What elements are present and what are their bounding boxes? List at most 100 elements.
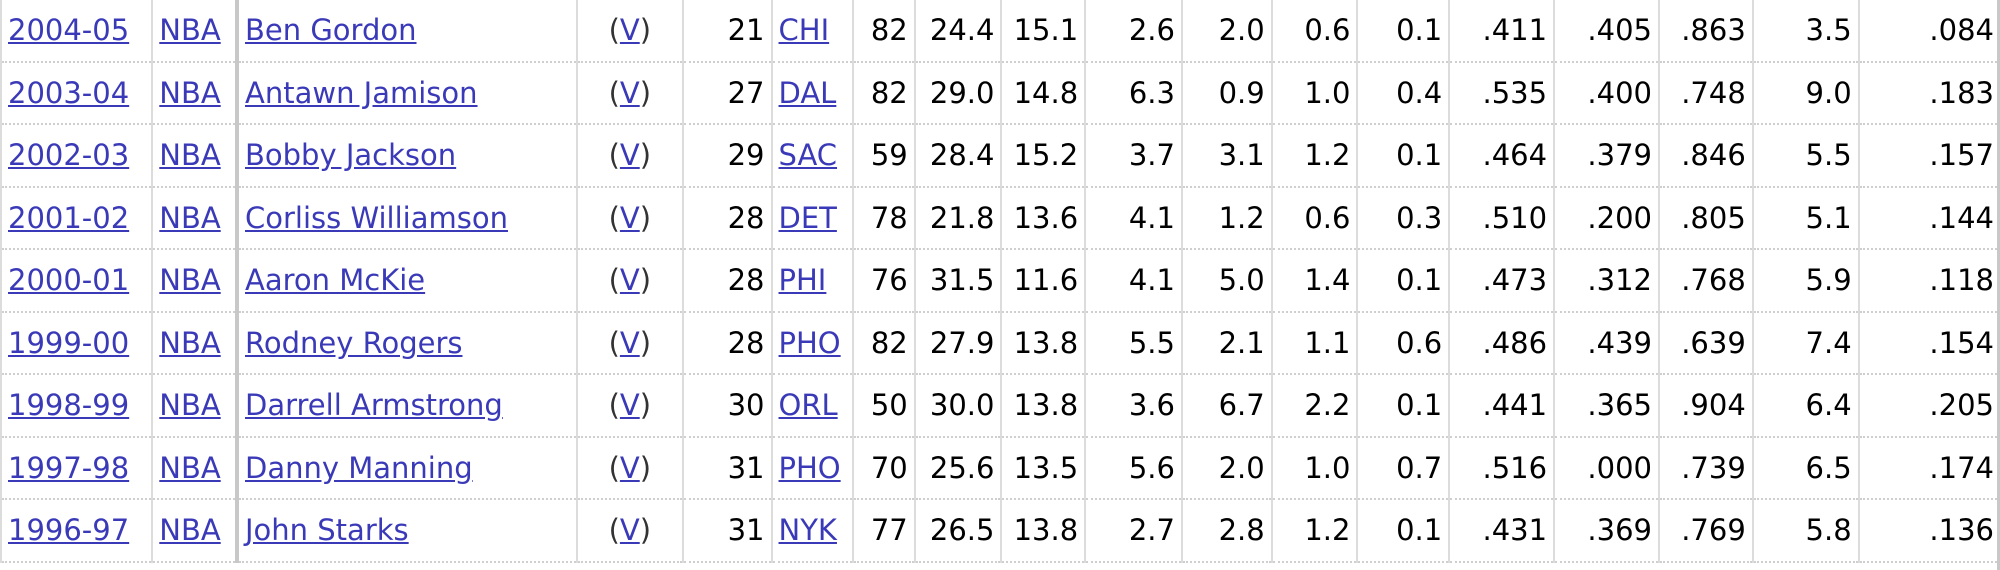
league-link[interactable]: NBA: [159, 138, 221, 173]
season-cell[interactable]: 1997-98: [0, 435, 153, 500]
player-link[interactable]: Aaron McKie: [245, 263, 426, 298]
voting-link[interactable]: V: [619, 263, 640, 298]
paren-open: (: [608, 388, 620, 423]
voting-link[interactable]: V: [619, 13, 640, 48]
season-cell[interactable]: 2003-04: [0, 60, 153, 125]
v-cell[interactable]: (V): [575, 0, 683, 63]
team-link[interactable]: PHO: [778, 450, 841, 485]
league-cell[interactable]: NBA: [151, 498, 237, 563]
voting-link[interactable]: V: [619, 138, 640, 173]
league-cell[interactable]: NBA: [151, 123, 237, 188]
player-link[interactable]: Danny Manning: [245, 450, 473, 485]
season-link[interactable]: 1998-99: [8, 388, 130, 423]
team-link[interactable]: CHI: [778, 13, 830, 48]
v-cell[interactable]: (V): [575, 60, 683, 125]
ft-cell: .904: [1657, 373, 1753, 438]
player-cell[interactable]: Aaron McKie: [235, 248, 577, 313]
paren-open: (: [608, 138, 620, 173]
player-link[interactable]: Rodney Rogers: [245, 325, 463, 360]
v-cell[interactable]: (V): [575, 373, 683, 438]
season-cell[interactable]: 1996-97: [0, 498, 153, 563]
table-row: 1996-97 NBA John Starks (V) 31 NYK 77 26.5 13.8 2…: [0, 498, 2000, 563]
team-cell[interactable]: DAL: [770, 60, 854, 125]
season-cell[interactable]: 1998-99: [0, 373, 153, 438]
v-cell[interactable]: (V): [575, 435, 683, 500]
paren-close: ): [639, 200, 652, 235]
season-cell[interactable]: 2002-03: [0, 123, 153, 188]
voting-link[interactable]: V: [619, 200, 640, 235]
team-cell[interactable]: SAC: [770, 123, 854, 188]
league-link[interactable]: NBA: [159, 388, 221, 423]
team-cell[interactable]: ORL: [770, 373, 854, 438]
team-cell[interactable]: PHO: [770, 310, 854, 375]
league-cell[interactable]: NBA: [151, 185, 237, 250]
league-link[interactable]: NBA: [159, 13, 221, 48]
season-link[interactable]: 2001-02: [8, 200, 130, 235]
ft-cell: .739: [1657, 435, 1753, 500]
player-cell[interactable]: Rodney Rogers: [235, 310, 577, 375]
player-link[interactable]: Antawn Jamison: [245, 75, 478, 110]
player-link[interactable]: Darrell Armstrong: [245, 388, 503, 423]
team-link[interactable]: PHO: [778, 325, 841, 360]
league-link[interactable]: NBA: [159, 325, 221, 360]
team-cell[interactable]: NYK: [770, 498, 854, 563]
player-cell[interactable]: John Starks: [235, 498, 577, 563]
v-cell[interactable]: (V): [575, 310, 683, 375]
voting-link[interactable]: V: [619, 325, 640, 360]
league-cell[interactable]: NBA: [151, 310, 237, 375]
voting-link[interactable]: V: [619, 450, 640, 485]
league-link[interactable]: NBA: [159, 263, 221, 298]
league-cell[interactable]: NBA: [151, 60, 237, 125]
v-cell[interactable]: (V): [575, 185, 683, 250]
team-link[interactable]: ORL: [778, 388, 838, 423]
player-cell[interactable]: Darrell Armstrong: [235, 373, 577, 438]
team-cell[interactable]: DET: [770, 185, 854, 250]
league-cell[interactable]: NBA: [151, 248, 237, 313]
season-link[interactable]: 2003-04: [8, 75, 130, 110]
voting-link[interactable]: V: [619, 75, 640, 110]
team-link[interactable]: DAL: [778, 75, 837, 110]
season-link[interactable]: 2002-03: [8, 138, 130, 173]
ws-cell: 9.0: [1751, 60, 1859, 125]
v-cell[interactable]: (V): [575, 123, 683, 188]
team-link[interactable]: SAC: [778, 138, 838, 173]
v-cell[interactable]: (V): [575, 498, 683, 563]
table-row: 1998-99 NBA Darrell Armstrong (V) 30 ORL 50 30.…: [0, 373, 2000, 438]
league-link[interactable]: NBA: [159, 75, 221, 110]
season-cell[interactable]: 2001-02: [0, 185, 153, 250]
season-link[interactable]: 2004-05: [8, 13, 130, 48]
team-link[interactable]: NYK: [778, 513, 837, 548]
player-cell[interactable]: Ben Gordon: [235, 0, 577, 63]
player-link[interactable]: Corliss Williamson: [245, 200, 508, 235]
voting-link[interactable]: V: [619, 388, 640, 423]
league-link[interactable]: NBA: [159, 513, 221, 548]
player-cell[interactable]: Corliss Williamson: [235, 185, 577, 250]
team-link[interactable]: PHI: [778, 263, 827, 298]
league-link[interactable]: NBA: [159, 450, 221, 485]
player-cell[interactable]: Bobby Jackson: [235, 123, 577, 188]
season-link[interactable]: 2000-01: [8, 263, 130, 298]
age-cell: 30: [681, 373, 772, 438]
player-link[interactable]: John Starks: [245, 513, 409, 548]
season-cell[interactable]: 1999-00: [0, 310, 153, 375]
league-cell[interactable]: NBA: [151, 435, 237, 500]
v-cell[interactable]: (V): [575, 248, 683, 313]
player-link[interactable]: Ben Gordon: [245, 13, 417, 48]
season-link[interactable]: 1997-98: [8, 450, 130, 485]
season-cell[interactable]: 2004-05: [0, 0, 153, 63]
player-cell[interactable]: Antawn Jamison: [235, 60, 577, 125]
team-cell[interactable]: CHI: [770, 0, 854, 63]
team-link[interactable]: DET: [778, 200, 837, 235]
league-cell[interactable]: NBA: [151, 0, 237, 63]
voting-link[interactable]: V: [619, 513, 640, 548]
season-cell[interactable]: 2000-01: [0, 248, 153, 313]
season-link[interactable]: 1996-97: [8, 513, 130, 548]
ws48-cell: .174: [1857, 435, 2000, 500]
player-link[interactable]: Bobby Jackson: [245, 138, 457, 173]
league-cell[interactable]: NBA: [151, 373, 237, 438]
team-cell[interactable]: PHO: [770, 435, 854, 500]
team-cell[interactable]: PHI: [770, 248, 854, 313]
season-link[interactable]: 1999-00: [8, 325, 130, 360]
player-cell[interactable]: Danny Manning: [235, 435, 577, 500]
league-link[interactable]: NBA: [159, 200, 221, 235]
